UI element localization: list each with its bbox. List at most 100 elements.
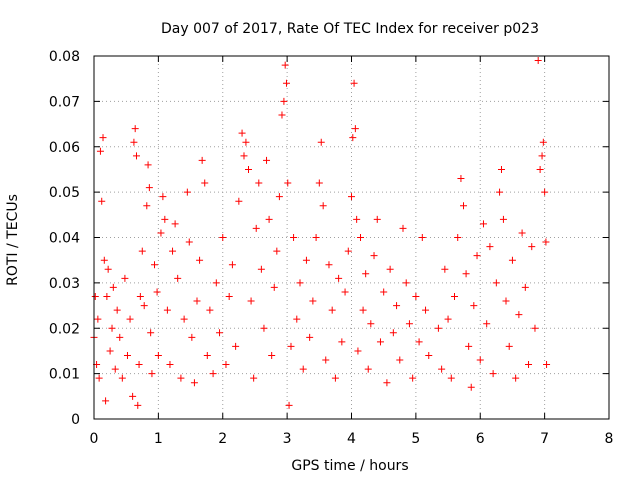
data-point — [486, 243, 494, 251]
data-point — [341, 288, 349, 296]
data-point — [273, 247, 281, 255]
data-point — [284, 179, 292, 187]
data-point — [111, 365, 119, 373]
data-point — [441, 265, 449, 273]
data-point — [454, 234, 462, 241]
data-point — [396, 356, 404, 364]
grid-layer — [94, 56, 609, 419]
data-point — [317, 138, 325, 146]
data-point — [225, 292, 233, 300]
data-point — [515, 311, 523, 319]
data-point — [383, 379, 391, 387]
data-point — [489, 370, 497, 378]
data-point — [201, 179, 209, 187]
data-point — [302, 256, 310, 264]
data-point — [147, 329, 155, 337]
data-point — [512, 374, 520, 382]
data-point — [108, 324, 116, 332]
series-0 — [90, 57, 551, 409]
data-point — [287, 342, 295, 350]
data-point — [418, 234, 426, 241]
data-point — [185, 238, 193, 246]
data-point — [138, 247, 146, 255]
chart-title: Day 007 of 2017, Rate Of TEC Index for r… — [161, 21, 539, 37]
data-point — [203, 351, 211, 359]
data-point — [405, 320, 413, 328]
data-point — [140, 302, 148, 310]
data-point — [348, 193, 355, 201]
data-point — [177, 374, 185, 382]
x-tick-label: 0 — [90, 431, 99, 447]
data-point — [393, 302, 401, 310]
data-point — [219, 234, 227, 241]
data-point — [538, 152, 546, 160]
data-point — [502, 297, 510, 305]
data-point — [349, 134, 357, 142]
data-point — [350, 79, 358, 87]
data-point — [212, 279, 220, 287]
data-point — [359, 306, 367, 314]
data-point — [525, 361, 533, 369]
data-point — [216, 329, 224, 337]
data-point — [534, 57, 542, 65]
y-tick-label: 0.07 — [49, 94, 80, 110]
data-point — [282, 79, 290, 87]
data-point — [438, 365, 446, 373]
data-point — [132, 152, 140, 160]
data-point — [344, 247, 352, 255]
data-point — [470, 302, 478, 310]
data-point — [465, 342, 473, 350]
data-point — [380, 288, 388, 296]
data-point — [121, 274, 129, 282]
data-point — [415, 338, 423, 346]
data-point — [245, 165, 252, 173]
data-point — [364, 365, 372, 373]
data-point — [222, 361, 230, 369]
y-tick-label: 0.05 — [49, 185, 80, 201]
data-point — [96, 147, 104, 155]
data-point — [462, 270, 470, 278]
data-point — [280, 97, 288, 105]
data-point — [232, 342, 240, 350]
data-point — [473, 252, 481, 260]
data-point — [159, 193, 167, 201]
data-point — [144, 161, 152, 169]
data-point — [260, 324, 268, 332]
data-point — [370, 252, 378, 260]
data-point — [116, 333, 124, 341]
data-point — [338, 338, 346, 346]
data-point — [399, 224, 407, 232]
data-point — [255, 179, 263, 187]
data-point — [238, 129, 246, 137]
data-point — [521, 283, 529, 291]
data-point — [536, 165, 544, 173]
data-point — [100, 256, 108, 264]
data-point — [293, 315, 301, 323]
data-point — [541, 188, 549, 196]
data-point — [389, 329, 397, 337]
data-point — [151, 261, 159, 269]
data-point — [235, 197, 243, 205]
data-point — [444, 315, 452, 323]
data-point — [496, 188, 504, 196]
data-point — [257, 265, 265, 273]
data-point — [102, 397, 110, 405]
data-point — [143, 202, 151, 210]
data-point — [296, 279, 304, 287]
data-point — [331, 374, 339, 382]
data-point — [531, 324, 539, 332]
data-point — [290, 234, 298, 241]
data-point — [171, 220, 179, 228]
data-point — [319, 202, 327, 210]
data-point — [476, 356, 484, 364]
data-point — [250, 374, 258, 382]
data-point — [228, 261, 236, 269]
x-tick-label: 6 — [476, 431, 485, 447]
data-point — [386, 265, 394, 273]
data-point — [467, 383, 475, 391]
y-tick-label: 0 — [71, 412, 80, 428]
data-point — [497, 165, 505, 173]
data-point — [457, 175, 465, 183]
data-point — [103, 292, 111, 300]
data-point — [309, 297, 317, 305]
